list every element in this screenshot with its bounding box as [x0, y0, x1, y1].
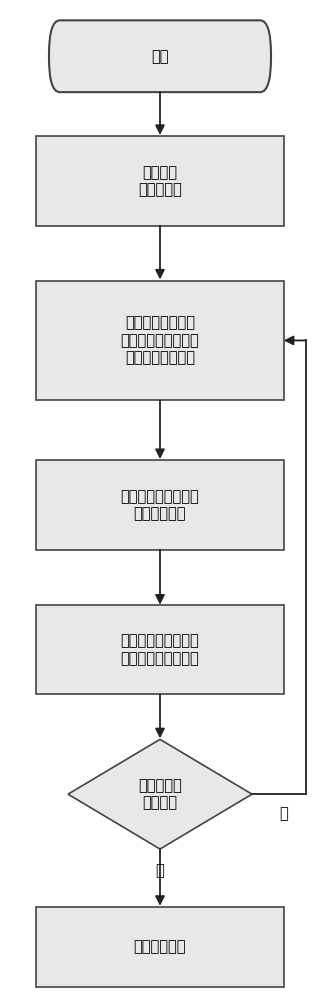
FancyBboxPatch shape — [36, 136, 284, 226]
Text: 双目视觉传感器采集
平面靶标图像: 双目视觉传感器采集 平面靶标图像 — [121, 489, 199, 521]
Text: 开始: 开始 — [151, 49, 169, 64]
Text: 是: 是 — [156, 863, 164, 878]
Text: 标定双目
视觉传感器: 标定双目 视觉传感器 — [138, 165, 182, 197]
FancyBboxPatch shape — [36, 281, 284, 400]
Text: 求解转换矩阵: 求解转换矩阵 — [134, 939, 186, 954]
FancyBboxPatch shape — [49, 20, 271, 92]
Text: 重建平面靶标上的空
间标志点的三维坐标: 重建平面靶标上的空 间标志点的三维坐标 — [121, 633, 199, 666]
Text: 否: 否 — [279, 807, 288, 822]
FancyBboxPatch shape — [36, 460, 284, 550]
Text: 采集到足够
标志点？: 采集到足够 标志点？ — [138, 778, 182, 810]
FancyBboxPatch shape — [36, 605, 284, 694]
FancyBboxPatch shape — [36, 907, 284, 987]
Polygon shape — [68, 739, 252, 849]
Text: 取新的平面靶标，
激光振镜系统在平面
靶标上做激光打标: 取新的平面靶标， 激光振镜系统在平面 靶标上做激光打标 — [121, 316, 199, 365]
